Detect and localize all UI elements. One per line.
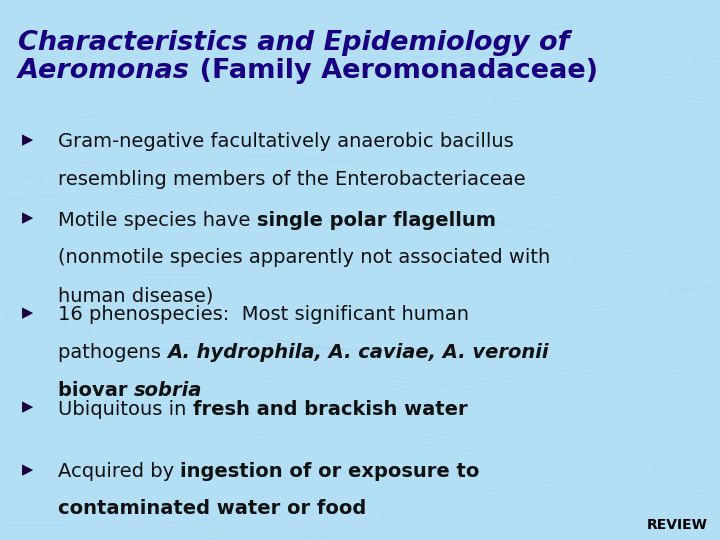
Text: A. hydrophila, A. caviae, A. veronii: A. hydrophila, A. caviae, A. veronii xyxy=(167,343,549,362)
Text: (nonmotile species apparently not associated with: (nonmotile species apparently not associ… xyxy=(58,248,550,267)
Text: contaminated water or food: contaminated water or food xyxy=(58,500,366,518)
Text: sobria: sobria xyxy=(134,381,202,400)
Text: fresh and brackish water: fresh and brackish water xyxy=(193,400,467,419)
Text: ▶: ▶ xyxy=(22,400,33,415)
Text: ▶: ▶ xyxy=(22,305,33,320)
Text: Acquired by: Acquired by xyxy=(58,462,181,481)
Text: ▶: ▶ xyxy=(22,211,33,226)
Text: REVIEW: REVIEW xyxy=(647,518,708,532)
Text: (Family Aeromonadaceae): (Family Aeromonadaceae) xyxy=(190,58,598,84)
Text: ingestion of or exposure to: ingestion of or exposure to xyxy=(181,462,480,481)
Text: biovar: biovar xyxy=(58,381,134,400)
Text: Motile species have: Motile species have xyxy=(58,211,256,229)
Text: single polar flagellum: single polar flagellum xyxy=(256,211,495,229)
Text: pathogens: pathogens xyxy=(58,343,167,362)
Text: ▶: ▶ xyxy=(22,132,33,147)
Text: Gram-negative facultatively anaerobic bacillus: Gram-negative facultatively anaerobic ba… xyxy=(58,132,514,151)
Text: resembling members of the Enterobacteriaceae: resembling members of the Enterobacteria… xyxy=(58,170,526,189)
Text: Ubiquitous in: Ubiquitous in xyxy=(58,400,193,419)
Text: Characteristics and Epidemiology of: Characteristics and Epidemiology of xyxy=(18,30,570,56)
Text: ▶: ▶ xyxy=(22,462,33,477)
Text: Aeromonas: Aeromonas xyxy=(18,58,190,84)
Text: human disease): human disease) xyxy=(58,286,213,305)
Text: 16 phenospecies:  Most significant human: 16 phenospecies: Most significant human xyxy=(58,305,469,324)
